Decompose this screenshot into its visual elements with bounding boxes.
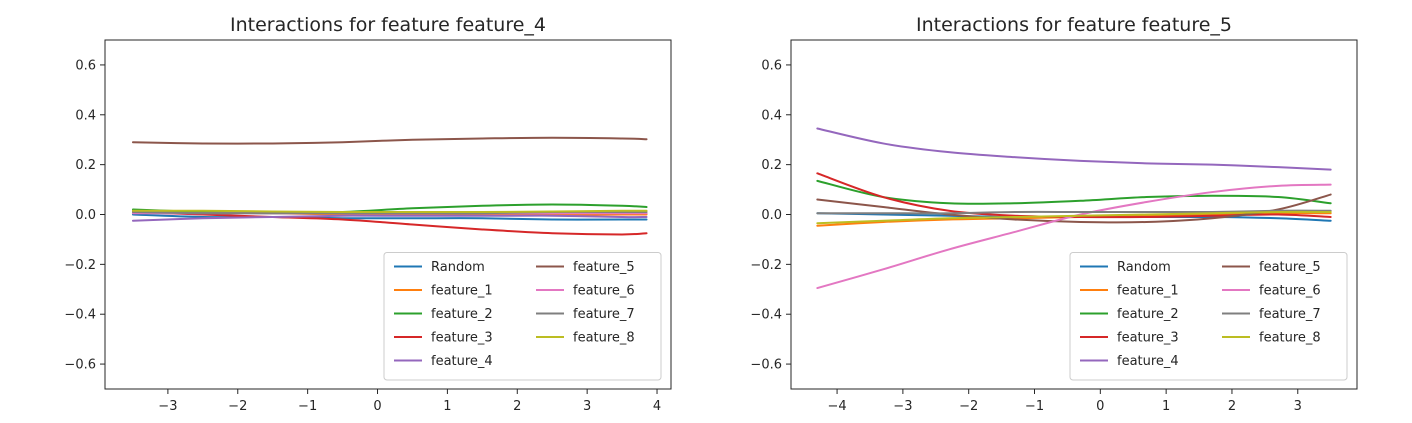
y-tick-label: 0.6	[75, 58, 96, 73]
x-tick-label: 4	[653, 399, 661, 414]
legend-label-feature-3: feature_3	[1117, 331, 1179, 346]
y-tick-label: 0.4	[75, 108, 96, 123]
x-tick-label: −2	[228, 399, 247, 414]
legend-label-feature-1: feature_1	[1117, 284, 1179, 299]
legend-label-feature-5: feature_5	[1259, 260, 1321, 275]
y-tick-label: 0.0	[761, 208, 782, 223]
x-tick-label: −1	[298, 399, 317, 414]
x-tick-label: 0	[373, 399, 381, 414]
legend-label-feature-6: feature_6	[1259, 284, 1321, 299]
legend-label-feature-7: feature_7	[1259, 307, 1321, 322]
series-lines	[816, 127, 1332, 290]
series-line-feature-2	[816, 179, 1332, 205]
legend-label-feature-2: feature_2	[431, 307, 493, 322]
legend-label-feature-2: feature_2	[1117, 307, 1179, 322]
legend: Randomfeature_1feature_2feature_3feature…	[383, 252, 662, 381]
y-tick-label: −0.2	[750, 258, 782, 273]
series-line-feature-5	[816, 193, 1332, 224]
x-tick-label: −2	[959, 399, 978, 414]
x-tick-label: 0	[1096, 399, 1104, 414]
series-lines	[131, 136, 648, 236]
chart-title: Interactions for feature feature_4	[230, 14, 546, 36]
series-line-feature-5	[131, 136, 648, 145]
legend-label-random: Random	[431, 260, 485, 275]
x-tick-label: −4	[827, 399, 846, 414]
legend-label-feature-8: feature_8	[1259, 331, 1321, 346]
legend-label-feature-1: feature_1	[431, 284, 493, 299]
y-tick-label: −0.4	[750, 308, 782, 323]
x-tick-label: 3	[583, 399, 591, 414]
y-tick-label: 0.6	[761, 58, 782, 73]
series-line-feature-8	[131, 209, 648, 214]
legend-label-feature-4: feature_4	[431, 354, 493, 369]
legend-label-random: Random	[1117, 260, 1171, 275]
series-line-feature-4	[131, 214, 648, 222]
x-tick-label: −3	[158, 399, 177, 414]
series-line-feature-3	[131, 211, 648, 236]
x-tick-label: 3	[1294, 399, 1302, 414]
y-tick-label: −0.2	[64, 258, 96, 273]
x-tick-label: 1	[443, 399, 451, 414]
legend-box	[383, 252, 662, 381]
series-line-feature-8	[816, 210, 1332, 225]
x-tick-label: 2	[1228, 399, 1236, 414]
y-tick-label: 0.2	[75, 158, 96, 173]
chart-right: Interactions for feature feature_5 −4 −3 −2…	[750, 14, 1358, 414]
legend: Randomfeature_1feature_2feature_3feature…	[1069, 252, 1348, 381]
y-tick-label: −0.4	[64, 308, 96, 323]
series-line-feature-7	[816, 209, 1332, 215]
series-line-feature-6	[816, 183, 1332, 290]
chart-left: Interactions for feature feature_4 −3 −2 −1…	[64, 14, 672, 414]
series-line-feature-3	[816, 172, 1332, 219]
y-tick-label: 0.0	[75, 208, 96, 223]
y-tick-label: 0.2	[761, 158, 782, 173]
y-tick-label: 0.4	[761, 108, 782, 123]
x-tick-label: −3	[893, 399, 912, 414]
legend-box	[1069, 252, 1348, 381]
series-line-feature-4	[816, 127, 1332, 171]
legend-label-feature-7: feature_7	[573, 307, 635, 322]
y-tick-label: −0.6	[64, 358, 96, 373]
legend-label-feature-3: feature_3	[431, 331, 493, 346]
legend-label-feature-8: feature_8	[573, 331, 635, 346]
x-tick-label: 2	[513, 399, 521, 414]
y-tick-label: −0.6	[750, 358, 782, 373]
x-tick-label: −1	[1025, 399, 1044, 414]
legend-label-feature-4: feature_4	[1117, 354, 1179, 369]
legend-label-feature-6: feature_6	[573, 284, 635, 299]
x-tick-label: 1	[1162, 399, 1170, 414]
chart-title: Interactions for feature feature_5	[916, 14, 1232, 36]
legend-label-feature-5: feature_5	[573, 260, 635, 275]
